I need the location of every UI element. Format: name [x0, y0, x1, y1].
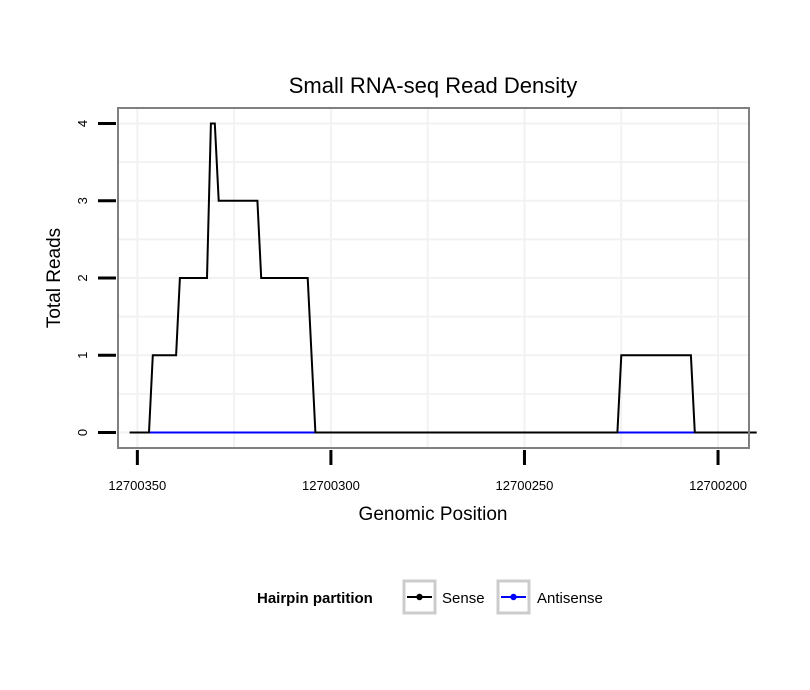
y-axis: 0 1 2 3 4 [75, 120, 116, 436]
series-line-sense [129, 122, 757, 434]
series-layer [129, 122, 757, 434]
y-tick-label: 0 [75, 429, 90, 436]
x-tick-label: 12700300 [302, 478, 360, 493]
chart-title: Small RNA-seq Read Density [289, 73, 578, 98]
legend-point-antisense [510, 593, 517, 601]
legend: Hairpin partition Sense Antisense [257, 579, 603, 615]
legend-label-antisense: Antisense [537, 590, 603, 607]
y-tick-label: 4 [75, 120, 90, 127]
legend-label-sense: Sense [442, 590, 485, 607]
y-tick-label: 2 [75, 274, 90, 281]
x-tick-label: 12700200 [689, 478, 747, 493]
y-tick-label: 1 [75, 352, 90, 359]
x-axis: 12700350 12700300 12700250 12700200 [108, 450, 747, 493]
legend-items: Sense Antisense [402, 579, 603, 615]
y-tick-label: 3 [75, 197, 90, 204]
x-tick-label: 12700350 [108, 478, 166, 493]
x-axis-title: Genomic Position [359, 504, 508, 525]
plot-frame [117, 107, 750, 449]
legend-title: Hairpin partition [257, 590, 373, 607]
y-axis-title: Total Reads [44, 228, 65, 328]
x-tick-label: 12700250 [496, 478, 554, 493]
legend-point-sense [416, 593, 423, 601]
